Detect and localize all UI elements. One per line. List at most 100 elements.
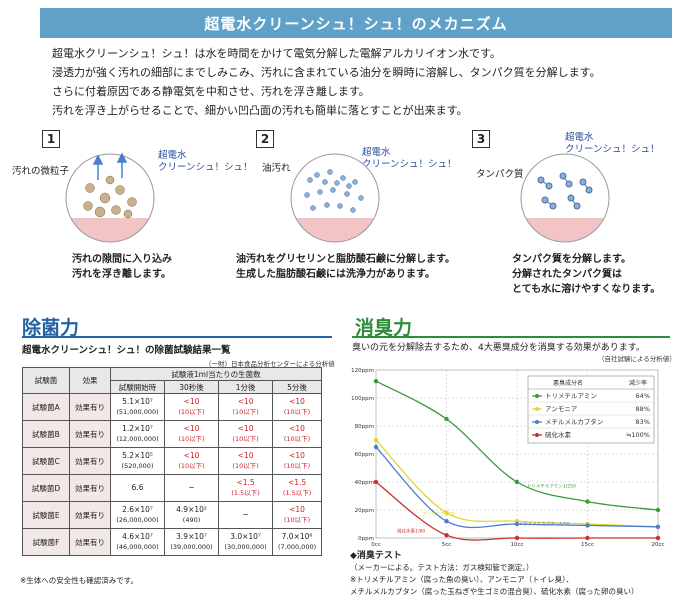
table-row: 試験菌D 効果有り 6.6 − <1.5 (1.5以下) <1.5 (1.5以下) bbox=[22, 474, 322, 502]
data-point bbox=[585, 499, 590, 504]
count-cell: 7.0×10⁶ (7,000,000) bbox=[272, 528, 322, 556]
bacteria-name: 試験菌A bbox=[22, 393, 70, 421]
count-detail: (10以下) bbox=[232, 462, 259, 470]
data-point bbox=[444, 533, 449, 538]
data-point bbox=[373, 437, 379, 443]
x-tick-label: 0cc bbox=[371, 542, 381, 548]
count-value: <10 bbox=[237, 451, 254, 460]
count-cell: 5.2×10⁵ (520,000) bbox=[109, 447, 166, 475]
x-tick-label: 20cc bbox=[651, 542, 664, 548]
count-detail: (7,000,000) bbox=[277, 543, 317, 551]
y-tick-label: 120ppm bbox=[351, 368, 374, 374]
deodorant-heading: 消臭力 bbox=[355, 317, 413, 339]
legend-header: 減少率 bbox=[629, 379, 647, 387]
table-row: 試験菌E 効果有り 2.6×10⁷ (26,000,000) 4.9×10² (490) −… bbox=[22, 501, 322, 529]
count-value: 2.6×10⁷ bbox=[122, 505, 153, 514]
step-number-1: 1 bbox=[42, 130, 60, 148]
water-label-line: クリーンシュ！シュ！ bbox=[565, 144, 660, 155]
curve-label: メチルメルカプタン1/20 bbox=[519, 520, 570, 527]
caption-line: 分解されたタンパク質は bbox=[512, 269, 622, 280]
intro-line: 浸透力が強く汚れの細部にまでしみこみ、汚れに含まれている油分を瞬時に溶解し、タン… bbox=[52, 66, 601, 79]
data-point bbox=[585, 523, 590, 528]
data-point bbox=[444, 510, 449, 515]
count-detail: (10以下) bbox=[283, 408, 311, 416]
count-value: <10 bbox=[183, 397, 200, 406]
curve-label: 硫化水素1/60 bbox=[397, 527, 425, 534]
intro-line: 超電水クリーンシュ！シュ！は水を時間をかけて電気分解した電解アルカリイオン水です… bbox=[52, 47, 501, 60]
legend-rate: 88% bbox=[636, 405, 650, 413]
data-point bbox=[444, 519, 449, 524]
count-value: <10 bbox=[183, 424, 200, 433]
count-value: <10 bbox=[237, 424, 254, 433]
legend-box bbox=[527, 375, 655, 444]
legend-entry: 硫化水素 bbox=[545, 430, 572, 439]
count-cell: <10 (10以下) bbox=[164, 393, 220, 421]
count-cell: <10 (10以下) bbox=[272, 420, 322, 448]
count-detail: (26,000,000) bbox=[116, 516, 159, 524]
intro-line: 汚れを浮き上がらせることで、細かい凹凸面の汚れも簡単に落とすことが出来ます。 bbox=[52, 104, 468, 117]
count-detail: (10以下) bbox=[178, 408, 205, 416]
table-row: 試験菌A 効果有り 5.1×10⁷ (51,000,000) <10 (10以下) <10 (… bbox=[22, 393, 322, 421]
count-cell: <10 (10以下) bbox=[218, 393, 274, 421]
step3-illustration bbox=[520, 153, 610, 243]
count-detail: (10以下) bbox=[232, 408, 259, 416]
count-detail: (490) bbox=[182, 516, 201, 524]
col-header: 効果 bbox=[69, 367, 111, 394]
count-cell: <10 (10以下) bbox=[218, 420, 274, 448]
test-note: メチルメルカプタン（腐った玉ねぎや生ゴミの混合臭）、硫化水素（腐った卵の臭い） bbox=[350, 587, 639, 596]
count-value: 3.0×10⁷ bbox=[230, 532, 261, 541]
count-detail: (10以下) bbox=[232, 435, 259, 443]
effect-cell: 効果有り bbox=[69, 420, 111, 448]
data-point bbox=[373, 444, 379, 450]
legend-header: 悪臭成分名 bbox=[553, 379, 583, 387]
bacteria-name: 試験菌D bbox=[22, 474, 70, 502]
count-cell: <1.5 (1.5以下) bbox=[272, 474, 322, 502]
count-value: − bbox=[242, 510, 249, 519]
count-detail: (10以下) bbox=[283, 516, 311, 524]
bacteria-name: 試験菌C bbox=[22, 447, 70, 475]
col-header: 試験開始時 bbox=[109, 380, 166, 394]
count-cell: <10 (10以下) bbox=[164, 420, 220, 448]
count-cell: <10 (10以下) bbox=[272, 501, 322, 529]
y-tick-label: 40ppm bbox=[355, 480, 374, 486]
count-cell: − bbox=[164, 474, 220, 502]
intro-text: 超電水クリーンシュ！シュ！は水を時間をかけて電気分解した電解アルカリイオン水です… bbox=[52, 44, 601, 120]
y-tick-label: 0ppm bbox=[358, 536, 374, 542]
page-title: 超電水クリーンシュ！シュ！のメカニズム bbox=[40, 8, 672, 38]
step2-caption: 油汚れをグリセリンと脂肪酸石鹸に分解します。 生成した脂肪酸石鹸には洗浄力があり… bbox=[236, 252, 455, 282]
count-value: <10 bbox=[183, 451, 200, 460]
step3-label-protein: タンパク質 bbox=[476, 169, 524, 180]
caption-line: 油汚れをグリセリンと脂肪酸石鹸に分解します。 bbox=[236, 254, 455, 265]
test-note: ※トリメチルアミン（腐った魚の臭い）、アンモニア（トイレ臭）、 bbox=[350, 575, 574, 584]
data-point bbox=[585, 535, 590, 541]
step1-label-water: 超電水 クリーンシュ！シュ！ bbox=[158, 150, 253, 174]
data-point bbox=[514, 479, 520, 485]
step-number-2: 2 bbox=[256, 130, 274, 148]
effect-cell: 効果有り bbox=[69, 447, 111, 475]
legend-rate: 83% bbox=[636, 418, 650, 426]
count-detail: (1.5以下) bbox=[282, 489, 312, 497]
data-point bbox=[514, 535, 520, 541]
step2-label-water: 超電水 クリーンシュ！シュ！ bbox=[362, 147, 457, 171]
table-row: 試験菌F 効果有り 4.6×10⁷ (46,000,000) 3.9×10⁷ (39,00… bbox=[22, 528, 322, 556]
count-detail: (520,000) bbox=[121, 462, 154, 470]
count-value: <1.5 bbox=[236, 478, 255, 487]
count-cell: 4.6×10⁷ (46,000,000) bbox=[109, 528, 166, 556]
step1-label-dirt: 汚れの微粒子 bbox=[12, 166, 70, 177]
count-cell: 2.6×10⁷ (26,000,000) bbox=[109, 501, 166, 529]
caption-line: タンパク質を分解します。 bbox=[512, 254, 631, 265]
table-row: 試験菌B 効果有り 1.2×10⁷ (12,000,000) <10 (10以下) <10 (… bbox=[22, 420, 322, 448]
y-tick-label: 100ppm bbox=[351, 396, 374, 402]
count-detail: (10以下) bbox=[283, 462, 311, 470]
table-row: 試験菌C 効果有り 5.2×10⁵ (520,000) <10 (10以下) <10 (10以… bbox=[22, 447, 322, 475]
count-cell: 5.1×10⁷ (51,000,000) bbox=[109, 393, 166, 421]
legend-rate: ≒100% bbox=[626, 431, 650, 439]
bacteria-name: 試験菌F bbox=[22, 528, 70, 556]
water-label-line: クリーンシュ！シュ！ bbox=[362, 159, 457, 170]
data-point bbox=[655, 535, 661, 541]
count-value: 4.6×10⁷ bbox=[122, 532, 153, 541]
effect-cell: 効果有り bbox=[69, 501, 111, 529]
count-cell: <10 (10以下) bbox=[272, 447, 322, 475]
intro-line: さらに付着原因である静電気を中和させ、汚れを浮き離します。 bbox=[52, 85, 370, 98]
count-detail: (10以下) bbox=[283, 435, 311, 443]
